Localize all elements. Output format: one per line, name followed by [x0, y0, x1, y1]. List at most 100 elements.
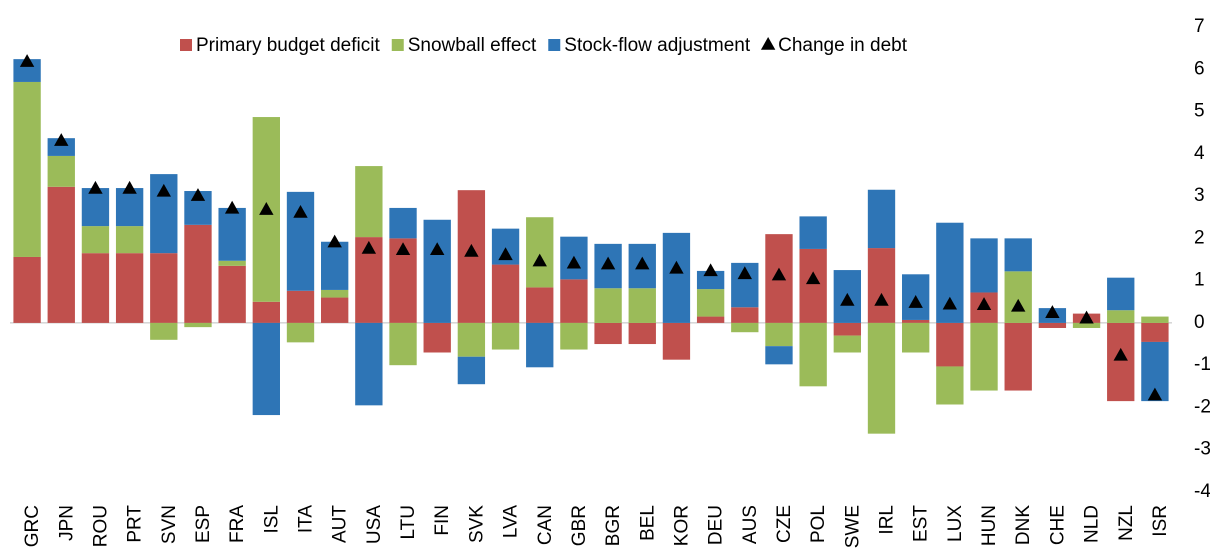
bar-segment	[731, 307, 759, 323]
marker	[1147, 387, 1163, 401]
bar-segment	[184, 224, 212, 323]
bar-segment	[765, 322, 793, 347]
marker	[122, 180, 137, 194]
marker	[669, 260, 684, 274]
x-tick-label: LUX	[945, 505, 966, 542]
marker	[19, 54, 35, 67]
bar-segment	[218, 260, 246, 266]
bar-segment	[491, 322, 520, 350]
x-tick-label: AUS	[740, 505, 761, 544]
bar-segment	[560, 322, 588, 350]
marker	[840, 292, 855, 306]
marker	[737, 266, 752, 280]
bar-segment	[218, 265, 246, 323]
bar-segment	[799, 216, 827, 249]
x-tick-label: PRT	[125, 505, 146, 543]
marker	[259, 202, 274, 215]
bar-segment	[970, 322, 998, 391]
marker	[805, 271, 821, 285]
bar-segment	[867, 322, 896, 434]
bar-segment	[81, 253, 110, 323]
x-tick-label: ESP	[193, 505, 214, 543]
y-tick-label: 3	[1194, 185, 1205, 206]
bar-segment	[321, 241, 349, 290]
y-tick-label: -3	[1194, 439, 1210, 460]
x-tick-label: SVN	[159, 505, 180, 544]
marker	[635, 256, 650, 270]
bar-segment	[389, 207, 417, 239]
bar-segment	[526, 217, 554, 288]
marker	[703, 263, 718, 277]
marker	[942, 296, 958, 310]
bar-segment	[321, 289, 349, 298]
bar-segment	[252, 301, 280, 323]
bar-segment	[799, 248, 827, 323]
marker	[395, 242, 411, 255]
legend-swatch	[548, 39, 561, 51]
legend-swatch	[180, 39, 192, 51]
y-tick-label: -1	[1194, 354, 1210, 375]
bar-segment	[286, 290, 315, 323]
bar-segment	[902, 319, 930, 323]
x-tick-label: DNK	[1013, 505, 1034, 545]
bar-segment	[867, 248, 896, 323]
legend-swatch	[391, 39, 404, 51]
bar-segment	[731, 322, 759, 333]
bar-segment	[936, 366, 964, 405]
y-tick-label: -2	[1194, 396, 1210, 417]
bar-segment	[150, 253, 178, 323]
x-tick-label: LTU	[398, 505, 419, 539]
x-tick-label: EST	[911, 505, 932, 542]
bar-segment	[457, 356, 486, 385]
bar-segment	[696, 316, 725, 323]
marker	[976, 297, 992, 310]
x-tick-label: IRL	[877, 505, 898, 535]
y-tick-label: 1	[1194, 270, 1205, 291]
bar-segment	[1107, 310, 1135, 323]
marker	[327, 234, 342, 248]
bar-segment	[184, 322, 212, 328]
marker	[532, 253, 547, 267]
bar-segment	[1004, 271, 1032, 323]
marker	[54, 133, 69, 146]
y-tick-label: 4	[1194, 143, 1205, 164]
bar-segment	[594, 322, 622, 345]
bar-segment	[115, 226, 144, 254]
marker	[566, 255, 582, 269]
bar-segment	[628, 322, 656, 345]
y-tick-label: -4	[1194, 481, 1210, 502]
x-tick-label: ITA	[296, 505, 317, 533]
bar-segment	[355, 166, 383, 238]
x-tick-label: BGR	[603, 505, 624, 546]
marker	[464, 243, 479, 257]
marker	[600, 256, 616, 270]
bar-segment	[115, 253, 144, 323]
x-tick-label: DEU	[706, 505, 727, 545]
y-tick-label: 6	[1194, 58, 1205, 79]
legend-marker	[760, 37, 776, 50]
legend-label: Stock-flow adjustment	[564, 35, 751, 56]
bar-segment	[867, 189, 896, 249]
bar-segment	[389, 322, 417, 366]
marker	[1045, 305, 1060, 318]
bar-segment	[81, 226, 110, 254]
bar-segment	[47, 186, 75, 323]
marker	[908, 295, 923, 308]
bar-segment	[218, 207, 246, 261]
x-tick-label: KOR	[671, 505, 692, 546]
marker	[1113, 347, 1128, 361]
legend-label: Primary budget deficit	[196, 35, 380, 56]
x-tick-label: SWE	[842, 505, 863, 548]
x-tick-label: NLD	[1082, 505, 1103, 543]
x-tick-label: HUN	[979, 505, 1000, 546]
bar-segment	[423, 322, 451, 353]
bar-segment	[1141, 322, 1169, 342]
x-tick-label: USA	[364, 505, 385, 544]
bar-segment	[833, 322, 861, 336]
marker	[498, 247, 513, 261]
bar-segment	[1107, 277, 1135, 311]
bar-segment	[47, 155, 75, 187]
bar-segment	[526, 287, 554, 323]
bar-segment	[355, 322, 383, 406]
x-tick-label: ISL	[261, 505, 282, 534]
